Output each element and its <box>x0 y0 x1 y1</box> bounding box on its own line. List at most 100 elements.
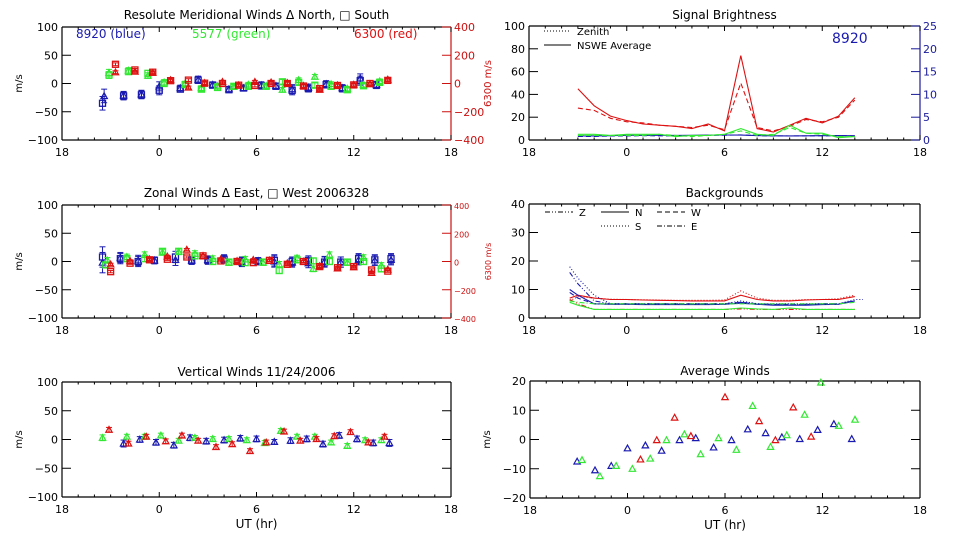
annotation-green: 5577 (green) <box>192 27 270 41</box>
y-axis-label: m/s <box>14 252 25 270</box>
data-point-triangle <box>352 434 362 443</box>
data-point-triangle <box>104 425 114 433</box>
data-point-triangle <box>325 250 334 258</box>
data-point-triangle <box>309 264 318 273</box>
y-tick-label: 0 <box>519 434 526 447</box>
data-point-triangle <box>315 85 324 93</box>
data-point-square <box>309 257 317 265</box>
chart-title: Vertical Winds 11/24/2006 <box>177 365 335 379</box>
y-right-tick-label: 400 <box>454 202 469 211</box>
data-point-square <box>316 262 324 271</box>
x-tick-label: 18 <box>444 503 458 516</box>
series-6300 <box>636 392 816 463</box>
data-point-triangle <box>193 436 203 444</box>
y-tick-label: 60 <box>511 66 525 79</box>
data-point-triangle <box>636 454 645 463</box>
data-point-square <box>126 259 134 267</box>
data-point-triangle <box>732 445 741 453</box>
y-right-tick-label: 25 <box>923 20 937 33</box>
data-point-triangle <box>806 432 816 440</box>
series-8920-n <box>569 289 855 306</box>
data-point-triangle <box>279 427 289 435</box>
data-point-triangle <box>380 432 389 440</box>
data-point-triangle <box>743 424 752 433</box>
data-point-square <box>241 258 249 267</box>
legend-label: S <box>635 222 641 233</box>
data-point-triangle <box>766 442 775 450</box>
data-point-triangle <box>346 427 355 436</box>
panel-meridional-winds: Resolute Meridional Winds Δ North, □ Sou… <box>14 8 494 159</box>
data-point-triangle <box>124 439 133 447</box>
x-tick-label: 18 <box>55 146 69 159</box>
series-line <box>569 291 855 306</box>
data-point-triangle <box>99 91 109 100</box>
data-point-triangle <box>182 245 192 253</box>
data-point-triangle <box>158 248 167 256</box>
data-point-triangle <box>333 80 342 89</box>
data-point-square <box>288 86 296 94</box>
data-point-square <box>145 256 154 264</box>
data-point-triangle <box>572 457 582 465</box>
data-point-square <box>235 81 243 89</box>
data-point-square <box>359 257 368 266</box>
data-point-triangle <box>607 461 616 469</box>
data-point-triangle <box>227 439 237 448</box>
x-tick-label: 0 <box>156 324 163 337</box>
data-point-triangle <box>106 259 115 268</box>
data-point-triangle <box>680 429 689 438</box>
data-point-triangle <box>292 432 302 440</box>
y-tick-label: −50 <box>35 106 58 119</box>
data-point-triangle <box>686 431 696 440</box>
y-right-tick-label: 0 <box>454 259 459 268</box>
data-point-triangle <box>349 80 358 88</box>
data-point-triangle <box>252 434 261 443</box>
series-6300-zenith <box>577 81 856 132</box>
data-point-square <box>333 81 342 90</box>
data-point-triangle <box>761 428 770 437</box>
x-tick-label: 6 <box>722 504 729 517</box>
data-point-square <box>98 253 107 261</box>
data-point-triangle <box>611 461 621 469</box>
data-point-square <box>333 264 342 272</box>
series-6300-nswe-average <box>577 55 856 133</box>
x-tick-label: 6 <box>253 503 260 516</box>
data-point-square <box>299 82 308 90</box>
data-point-triangle <box>211 442 221 451</box>
data-point-triangle <box>122 432 132 440</box>
data-point-triangle <box>829 419 839 428</box>
data-point-square <box>217 257 225 265</box>
data-point-square <box>249 258 257 267</box>
data-point-triangle <box>169 440 179 449</box>
data-point-square <box>106 268 115 276</box>
series-8920 <box>119 431 394 449</box>
data-point-triangle <box>270 437 279 445</box>
data-point-triangle <box>177 431 187 439</box>
series-5577-north <box>104 66 384 93</box>
data-point-triangle <box>310 72 320 80</box>
y-right-tick-label: 5 <box>923 111 930 124</box>
data-point-triangle <box>657 446 666 454</box>
data-point-square <box>155 86 163 94</box>
data-point-triangle <box>208 434 217 443</box>
y-tick-label: 50 <box>44 405 58 418</box>
y-right-tick-label: 0 <box>923 134 930 147</box>
data-point-triangle <box>782 430 791 439</box>
data-point-square <box>149 68 157 76</box>
y-tick-label: 0 <box>51 78 58 91</box>
x-tick-label: 18 <box>55 503 69 516</box>
data-point-triangle <box>727 435 736 444</box>
y-tick-label: 100 <box>37 376 58 389</box>
series-5577-zenith <box>577 126 855 138</box>
y-tick-label: 10 <box>512 404 526 417</box>
y-tick-label: −100 <box>28 134 58 147</box>
data-point-square <box>158 247 167 255</box>
y-tick-label: 0 <box>51 256 58 269</box>
data-point-square <box>283 79 291 88</box>
series-8920-w <box>569 291 855 306</box>
data-point-triangle <box>111 67 120 76</box>
y-tick-label: 100 <box>504 20 525 33</box>
data-point-square <box>98 99 107 107</box>
